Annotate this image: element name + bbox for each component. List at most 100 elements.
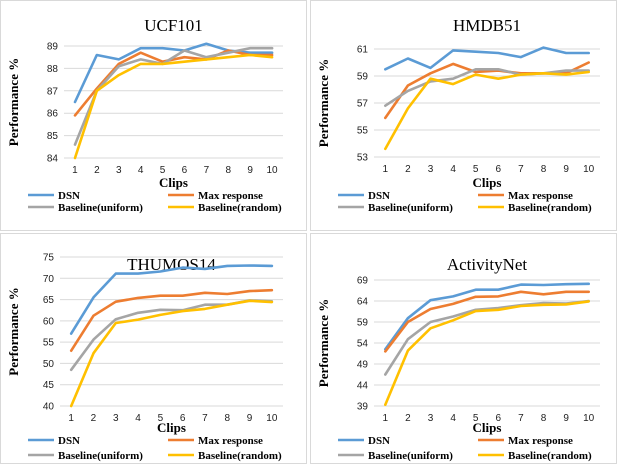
x-tick-label: 2 (94, 165, 100, 176)
chart-frame (310, 233, 617, 464)
x-tick-label: 8 (224, 413, 230, 424)
legend-label: DSN (368, 435, 390, 447)
x-tick-label: 7 (204, 165, 210, 176)
y-tick-label: 65 (43, 295, 55, 306)
x-tick-label: 10 (266, 413, 278, 424)
x-tick-label: 3 (116, 165, 122, 176)
x-tick-label: 4 (450, 164, 456, 175)
chart-title: UCF101 (144, 16, 203, 35)
series-line-baseline-random (383, 300, 591, 407)
x-tick-label: 4 (450, 413, 456, 424)
x-tick-label: 9 (247, 413, 253, 424)
y-tick-label: 50 (43, 359, 55, 370)
x-axis-label: Clips (473, 420, 502, 435)
x-tick-label: 1 (383, 164, 389, 175)
x-tick-label: 6 (182, 165, 188, 176)
series-line-baseline-uniform (73, 46, 274, 146)
x-tick-label: 1 (72, 165, 78, 176)
legend-label: Max response (198, 435, 263, 447)
x-tick-label: 6 (496, 164, 502, 175)
y-axis-label: Performance % (6, 287, 21, 375)
x-tick-label: 9 (247, 165, 253, 176)
y-axis-label: Performance % (6, 58, 21, 146)
y-tick-label: 49 (357, 360, 369, 371)
x-tick-label: 6 (496, 413, 502, 424)
x-tick-label: 2 (405, 164, 411, 175)
x-tick-label: 5 (473, 413, 479, 424)
series-line-dsn (383, 46, 591, 71)
legend-label: Baseline(uniform) (58, 202, 143, 214)
y-tick-label: 87 (47, 86, 59, 97)
y-tick-label: 88 (47, 64, 59, 75)
legend-label: Max response (508, 435, 573, 447)
legend-label: DSN (58, 435, 80, 447)
series-line-baseline-uniform (383, 68, 591, 107)
y-tick-label: 84 (47, 154, 59, 165)
legend-label: Baseline(uniform) (368, 202, 453, 214)
x-tick-label: 5 (473, 164, 479, 175)
y-tick-label: 45 (43, 380, 55, 391)
x-tick-label: 5 (160, 165, 166, 176)
y-tick-label: 55 (43, 338, 55, 349)
x-tick-label: 4 (138, 165, 144, 176)
x-tick-label: 7 (518, 164, 524, 175)
x-tick-label: 2 (405, 413, 411, 424)
legend-label: Baseline(uniform) (58, 450, 143, 462)
series-line-dsn (383, 282, 591, 351)
legend-label: Baseline(random) (508, 450, 592, 462)
chart-title: ActivityNet (447, 255, 528, 274)
legend-label: DSN (58, 190, 80, 202)
y-axis-label: Performance % (316, 299, 331, 387)
y-tick-label: 86 (47, 109, 59, 120)
legend-label: Max response (198, 190, 263, 202)
chart-frame (310, 0, 617, 231)
y-tick-label: 89 (47, 42, 59, 53)
y-tick-label: 61 (357, 45, 369, 56)
x-tick-label: 9 (563, 413, 569, 424)
y-tick-label: 44 (357, 381, 369, 392)
x-tick-label: 9 (563, 164, 569, 175)
y-tick-label: 70 (43, 274, 55, 285)
x-tick-label: 5 (158, 413, 164, 424)
x-tick-label: 3 (428, 413, 434, 424)
x-tick-label: 1 (68, 413, 74, 424)
x-tick-label: 6 (180, 413, 186, 424)
chart-panel-2: 53 55 57 59 61 1 2 3 4 5 6 7 8 9 10 HMDB51 Performance %… (310, 0, 617, 231)
x-tick-label: 10 (583, 164, 595, 175)
y-tick-label: 59 (357, 72, 369, 83)
series-line-max-response (383, 290, 591, 353)
x-tick-label: 7 (202, 413, 208, 424)
y-tick-label: 40 (43, 402, 55, 413)
legend-label: Baseline(random) (198, 450, 282, 462)
legend-label: Baseline(uniform) (368, 450, 453, 462)
y-tick-label: 75 (43, 253, 55, 264)
series-line-baseline-random (69, 299, 274, 408)
x-tick-label: 1 (383, 413, 389, 424)
chart-panel-4: 39 44 49 54 59 64 69 1 2 3 4 5 6 7 8 9 10 ActivityNet Perf… (310, 233, 617, 464)
x-tick-label: 10 (266, 165, 278, 176)
legend-label: Max response (508, 190, 573, 202)
y-tick-label: 55 (357, 126, 369, 137)
series-line-baseline-random (383, 70, 591, 151)
x-tick-label: 4 (135, 413, 141, 424)
y-axis-label: Performance % (316, 59, 331, 147)
series-line-baseline-random (73, 53, 274, 160)
y-tick-label: 85 (47, 131, 59, 142)
chart-title: HMDB51 (453, 16, 521, 35)
y-tick-label: 39 (357, 402, 369, 413)
x-tick-label: 8 (225, 165, 231, 176)
x-axis-label: Clips (473, 175, 502, 190)
x-tick-label: 7 (518, 413, 524, 424)
x-tick-label: 8 (541, 164, 547, 175)
x-tick-label: 8 (541, 413, 547, 424)
x-tick-label: 2 (91, 413, 97, 424)
y-tick-label: 59 (357, 318, 369, 329)
x-axis-label: Clips (157, 420, 186, 435)
y-tick-label: 54 (357, 339, 369, 350)
x-axis-label: Clips (159, 175, 188, 190)
x-tick-label: 3 (428, 164, 434, 175)
y-tick-label: 64 (357, 297, 369, 308)
